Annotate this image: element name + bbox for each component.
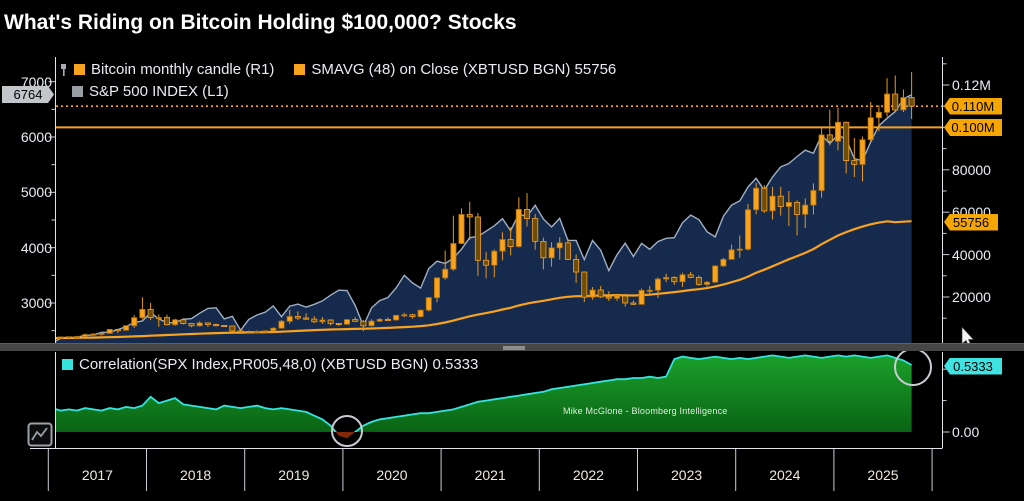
- chart-tool-button[interactable]: [27, 422, 53, 448]
- watermark: Mike McGlone - Bloomberg Intelligence: [563, 406, 728, 416]
- sp500-last-price-badge: 6764: [2, 86, 54, 103]
- legend-label-smavg: SMAVG (48) on Close (XBTUSD BGN) 55756: [311, 61, 617, 78]
- splitter-grip[interactable]: [503, 346, 525, 350]
- correlation-area-positive: [55, 355, 912, 432]
- chart-title: What's Riding on Bitcoin Holding $100,00…: [4, 11, 517, 34]
- smavg-swatch: [294, 64, 306, 75]
- correlation-legend-label: Correlation(SPX Index,PR005,48,0) (XBTUS…: [79, 356, 479, 373]
- candle-cursor-icon: [59, 63, 68, 77]
- bitcoin-last-price-badge: 0.110M: [944, 97, 1002, 115]
- sp500-swatch: [72, 86, 83, 97]
- smavg-value-badge: 55756: [944, 213, 998, 231]
- left-axis-tick-label: 4000: [20, 239, 52, 256]
- legend-label-sp500: S&P 500 INDEX (L1): [89, 83, 229, 100]
- smavg-line: [55, 220, 912, 340]
- right-axis-tick-label: 20000: [952, 289, 991, 305]
- year-label-2018: 2018: [180, 467, 212, 483]
- sp500-area: [55, 94, 912, 343]
- year-label-2017: 2017: [81, 467, 113, 483]
- right-axis-tick-label: 40000: [952, 246, 991, 263]
- annotation-circle-2020-dip: [331, 415, 363, 447]
- legend-label-bitcoin: Bitcoin monthly candle (R1): [91, 61, 275, 78]
- legend-item-bitcoin-candle[interactable]: Bitcoin monthly candle (R1): [74, 61, 274, 78]
- correlation-swatch: [62, 359, 73, 370]
- main-legend-row-1: Bitcoin monthly candle (R1) SMAVG (48) o…: [59, 61, 630, 78]
- left-axis-tick-label: 3000: [20, 295, 52, 311]
- main-chart-plot[interactable]: [52, 94, 912, 343]
- right-axis-tick-label: 80000: [952, 161, 991, 178]
- year-label-2022: 2022: [572, 467, 604, 483]
- year-label-2023: 2023: [671, 467, 703, 483]
- main-legend-row-2: S&P 500 INDEX (L1): [72, 83, 243, 100]
- correlation-zero-label: 0.00: [952, 424, 980, 440]
- sp500-line: [55, 94, 912, 343]
- year-label-2019: 2019: [278, 467, 310, 483]
- line-chart-icon: [31, 427, 48, 441]
- key-level-badge: 0.100M: [944, 119, 1002, 136]
- correlation-legend[interactable]: Correlation(SPX Index,PR005,48,0) (XBTUS…: [62, 356, 478, 373]
- correlation-value-badge: 0.5333: [944, 357, 1002, 375]
- year-label-2021: 2021: [474, 467, 506, 483]
- legend-item-sp500[interactable]: S&P 500 INDEX (L1): [72, 83, 229, 100]
- year-label-2024: 2024: [769, 467, 801, 483]
- left-axis-tick-label: 6000: [20, 129, 52, 145]
- panel-splitter[interactable]: [0, 343, 1024, 351]
- bitcoin-swatch: [74, 64, 85, 75]
- bitcoin-candles: [55, 71, 915, 339]
- legend-item-smavg[interactable]: SMAVG (48) on Close (XBTUSD BGN) 55756: [294, 61, 616, 78]
- correlation-line: [55, 354, 913, 432]
- left-axis-tick-label: 7000: [20, 73, 52, 90]
- left-axis-tick-label: 5000: [20, 184, 52, 201]
- right-axis-tick-label: 0.12M: [952, 77, 991, 93]
- year-label-2025: 2025: [867, 467, 899, 483]
- year-label-2020: 2020: [376, 467, 408, 483]
